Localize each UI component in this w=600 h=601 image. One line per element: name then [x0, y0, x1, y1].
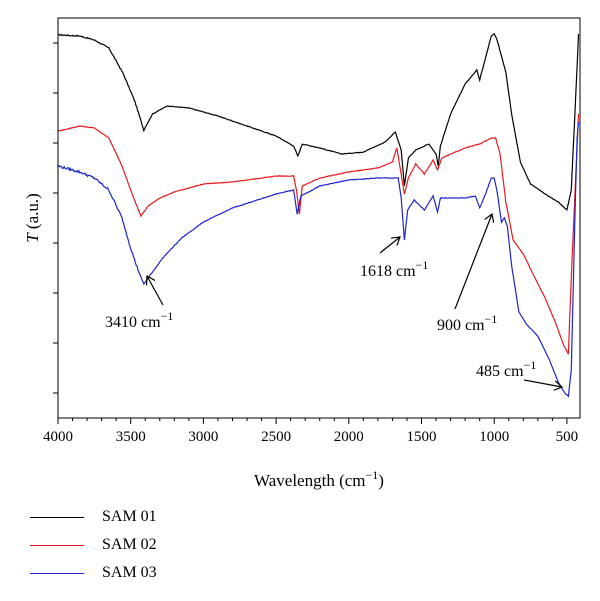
x-tick-labels: 4000 3500 3000 2500 2000 1500 1000 500 [43, 429, 578, 445]
x-tick-label: 1500 [407, 429, 437, 445]
annotation-label: 900 cm−1 [437, 312, 497, 334]
plot-frame [57, 17, 581, 419]
x-tick-label: 500 [556, 429, 579, 445]
annotation-label-sup: −1 [161, 309, 174, 323]
x-tick-label: 3000 [188, 429, 218, 445]
x-tick-label: 3500 [116, 429, 146, 445]
series-line-sam03 [57, 121, 580, 398]
y-axis-title-unit: (a.u.) [23, 193, 42, 233]
x-axis-title-sup: −1 [366, 468, 379, 482]
x-axis-title: Wavelength (cm−1) [254, 468, 384, 490]
annotation-arrow [454, 214, 492, 310]
plot-area [57, 32, 580, 398]
annotation-label: 485 cm−1 [476, 358, 536, 380]
x-tick-label: 1000 [479, 429, 509, 445]
ftir-chart: 4000 3500 3000 2500 2000 1500 1000 500 Waveleng… [23, 17, 581, 490]
legend-swatch-sam03 [30, 572, 84, 574]
annotation-label-main: 900 cm [437, 317, 485, 334]
annotation-label-sup: −1 [416, 258, 429, 272]
legend-item-sam01: SAM 01 [30, 503, 157, 531]
axes [53, 17, 581, 424]
annotation-arrow [379, 237, 400, 254]
annotation-label-sup: −1 [485, 312, 498, 326]
annotation-arrow [523, 379, 562, 387]
y-axis-title: T (a.u.) [23, 193, 42, 243]
legend-label-sam01: SAM 01 [102, 508, 157, 525]
legend-swatch-sam02 [30, 544, 84, 546]
x-tick-label: 2000 [334, 429, 364, 445]
x-tick-label: 2500 [261, 429, 291, 445]
series-line-sam01 [58, 32, 580, 212]
annotation-label: 3410 cm−1 [105, 309, 173, 331]
y-axis-title-symbol: T [23, 232, 42, 243]
legend-label-sam03: SAM 03 [102, 564, 157, 581]
x-axis-title-end: ) [378, 471, 384, 490]
legend-swatch-sam01 [30, 516, 84, 518]
annotation-label-main: 485 cm [476, 363, 524, 380]
legend: SAM 01 SAM 02 SAM 03 [30, 503, 157, 587]
x-axis-title-main: Wavelength (cm [254, 471, 365, 490]
legend-item-sam03: SAM 03 [30, 559, 157, 587]
annotation-label-main: 1618 cm [360, 263, 416, 280]
legend-label-sam02: SAM 02 [102, 536, 157, 553]
annotation-label-main: 3410 cm [105, 314, 161, 331]
legend-item-sam02: SAM 02 [30, 531, 157, 559]
annotation-label: 1618 cm−1 [360, 258, 428, 280]
annotation-arrow [147, 276, 164, 306]
x-tick-label: 4000 [43, 429, 73, 445]
series-line-sam02 [57, 113, 580, 355]
annotation-label-sup: −1 [524, 358, 537, 372]
